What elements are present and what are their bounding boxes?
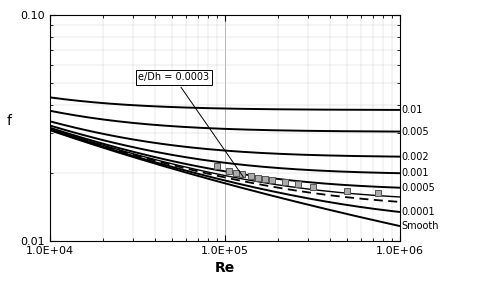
Text: e/Dh = 0.0003: e/Dh = 0.0003 [138, 72, 244, 177]
Text: 0.001: 0.001 [401, 168, 428, 178]
Text: 0.0001: 0.0001 [401, 207, 435, 217]
Text: 0.01: 0.01 [401, 105, 422, 115]
X-axis label: Re: Re [215, 261, 235, 275]
Y-axis label: f: f [7, 114, 12, 128]
Text: Smooth: Smooth [401, 221, 438, 231]
Text: 0.005: 0.005 [401, 126, 429, 136]
Text: 0.002: 0.002 [401, 152, 429, 162]
Text: 0.0005: 0.0005 [401, 183, 435, 193]
